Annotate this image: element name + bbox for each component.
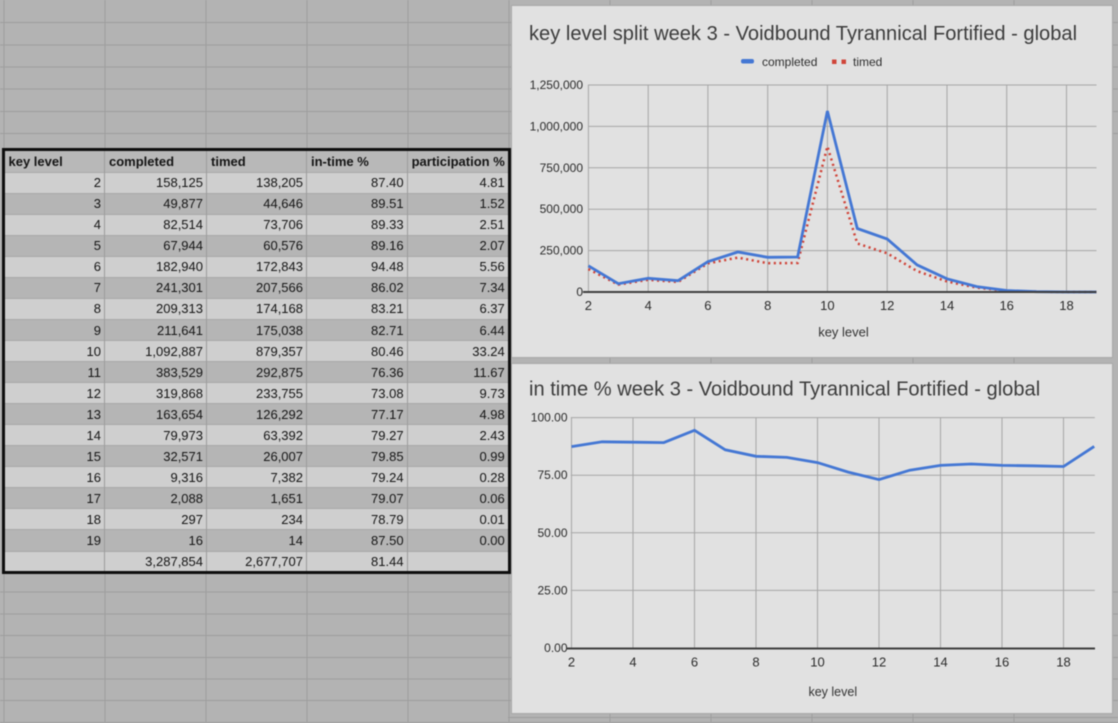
svg-text:8: 8 bbox=[752, 654, 759, 669]
svg-text:key level: key level bbox=[808, 685, 857, 699]
svg-text:10: 10 bbox=[810, 654, 824, 669]
svg-text:50.00: 50.00 bbox=[537, 525, 567, 539]
svg-text:timed: timed bbox=[853, 55, 882, 69]
svg-text:4: 4 bbox=[629, 654, 636, 669]
svg-text:10: 10 bbox=[820, 298, 834, 313]
svg-text:750,000: 750,000 bbox=[539, 161, 583, 175]
svg-text:key level: key level bbox=[818, 325, 869, 340]
svg-text:6: 6 bbox=[704, 298, 711, 313]
svg-text:18: 18 bbox=[1059, 298, 1073, 313]
svg-text:1,000,000: 1,000,000 bbox=[529, 119, 583, 133]
svg-text:250,000: 250,000 bbox=[539, 244, 583, 258]
svg-text:4: 4 bbox=[644, 298, 651, 313]
svg-text:14: 14 bbox=[939, 298, 953, 313]
svg-text:16: 16 bbox=[994, 654, 1008, 669]
svg-text:1,250,000: 1,250,000 bbox=[529, 78, 583, 92]
svg-text:8: 8 bbox=[764, 298, 771, 313]
svg-text:12: 12 bbox=[879, 298, 893, 313]
svg-text:25.00: 25.00 bbox=[537, 583, 567, 597]
svg-text:0: 0 bbox=[576, 285, 583, 299]
svg-text:2: 2 bbox=[567, 654, 574, 669]
svg-text:2: 2 bbox=[584, 298, 591, 313]
svg-text:16: 16 bbox=[999, 298, 1013, 313]
svg-text:18: 18 bbox=[1056, 654, 1070, 669]
svg-text:in time % week 3 - Voidbound T: in time % week 3 - Voidbound Tyrannical … bbox=[529, 378, 1040, 400]
svg-text:6: 6 bbox=[690, 654, 697, 669]
svg-text:100.00: 100.00 bbox=[530, 410, 567, 424]
svg-text:500,000: 500,000 bbox=[539, 202, 583, 216]
svg-text:12: 12 bbox=[871, 654, 885, 669]
svg-text:completed: completed bbox=[762, 55, 817, 69]
svg-text:key level split week 3 - Voidb: key level split week 3 - Voidbound Tyran… bbox=[529, 23, 1077, 45]
svg-text:0.00: 0.00 bbox=[544, 641, 568, 655]
svg-text:75.00: 75.00 bbox=[537, 468, 567, 482]
svg-text:14: 14 bbox=[933, 654, 947, 669]
